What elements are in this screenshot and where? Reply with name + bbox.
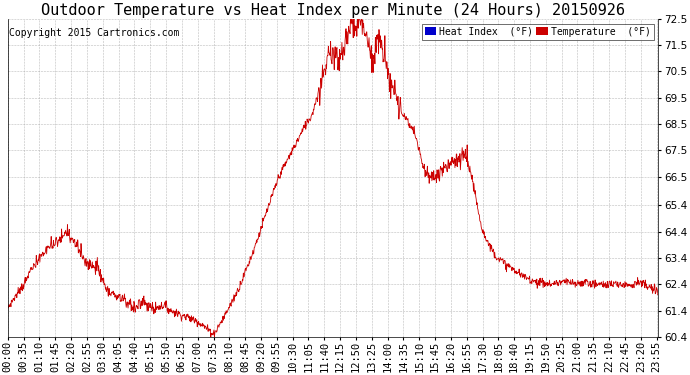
Title: Outdoor Temperature vs Heat Index per Minute (24 Hours) 20150926: Outdoor Temperature vs Heat Index per Mi… [41,3,625,18]
Legend: Heat Index  (°F), Temperature  (°F): Heat Index (°F), Temperature (°F) [422,24,653,40]
Text: Copyright 2015 Cartronics.com: Copyright 2015 Cartronics.com [9,28,179,39]
